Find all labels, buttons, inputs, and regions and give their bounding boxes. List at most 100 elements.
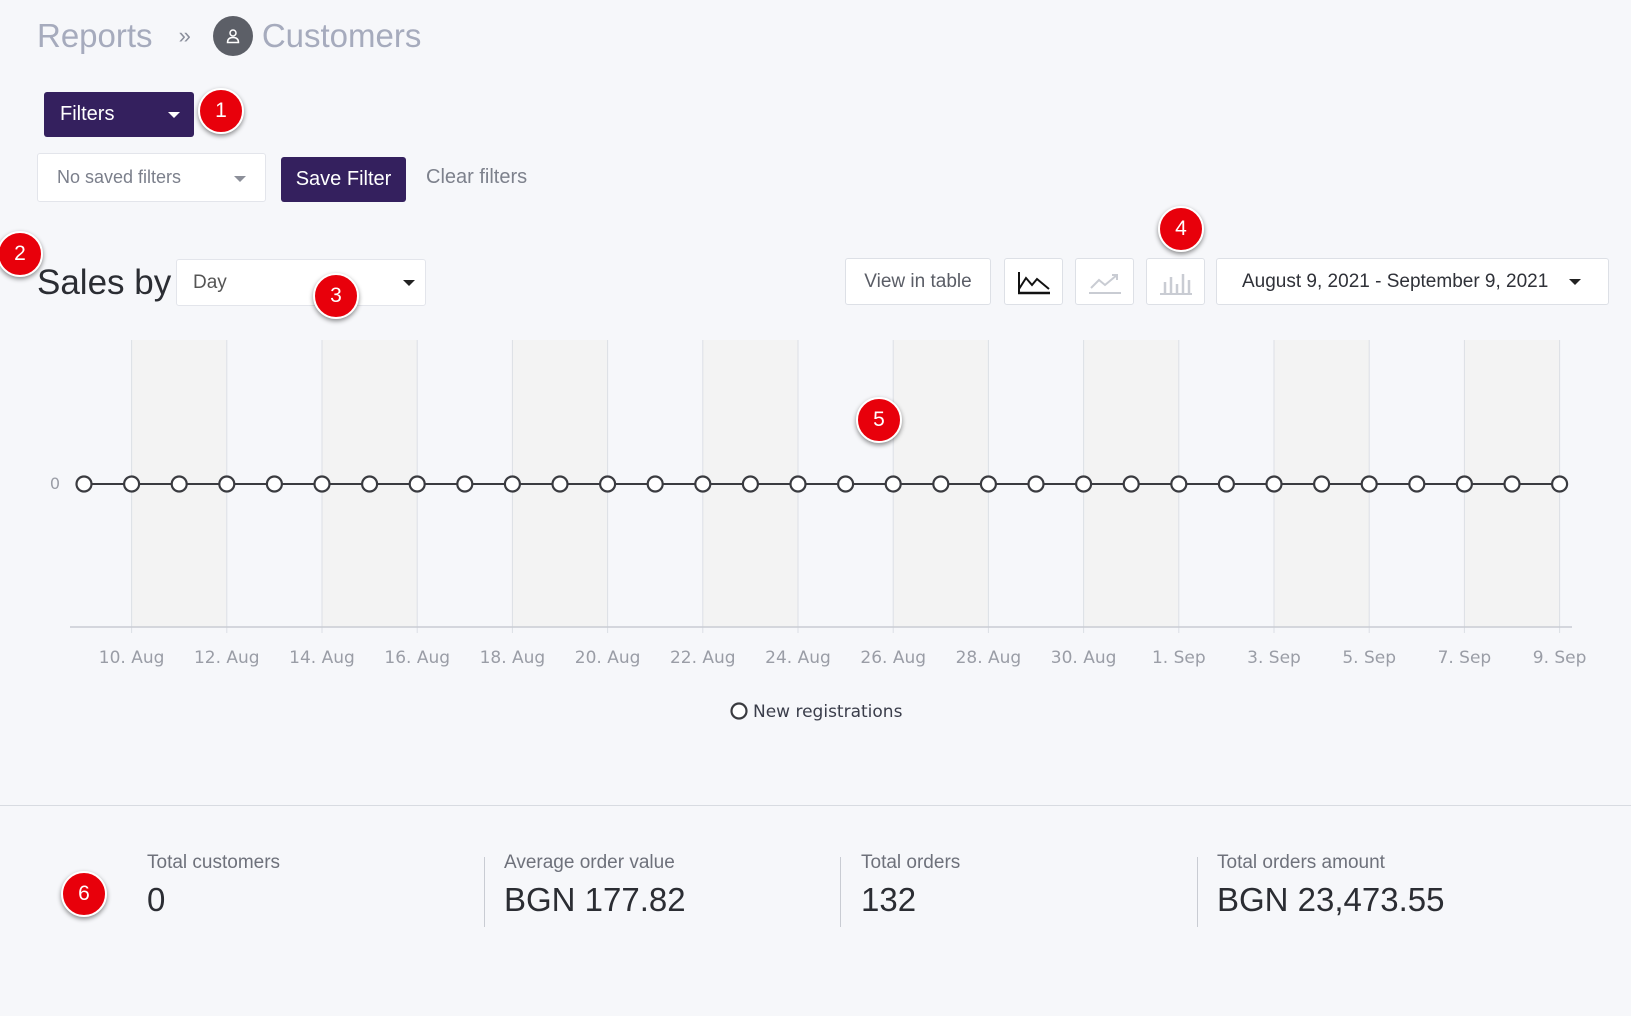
annotation-badge-6: 6	[61, 871, 107, 917]
date-range-picker[interactable]: August 9, 2021 - September 9, 2021	[1216, 258, 1609, 305]
stat-total-customers: Total customers 0	[147, 852, 280, 919]
bar-chart-button[interactable]	[1146, 258, 1205, 305]
breadcrumb-separator: »	[178, 23, 191, 48]
chevron-down-icon	[403, 280, 415, 286]
x-tick-label: 18. Aug	[480, 648, 546, 668]
data-point	[694, 475, 712, 493]
sales-by-title: Sales by	[37, 263, 172, 302]
data-point	[1408, 475, 1426, 493]
stat-total-orders-amount: Total orders amount BGN 23,473.55	[1217, 852, 1445, 919]
annotation-badge-5: 5	[856, 397, 902, 443]
data-point	[741, 475, 760, 493]
line-chart-button[interactable]	[1075, 258, 1134, 305]
legend-marker	[730, 702, 748, 720]
bar-chart-icon	[1159, 273, 1192, 295]
save-filter-button[interactable]: Save Filter	[281, 157, 406, 202]
legend-label: New registrations	[753, 702, 903, 722]
chevron-down-icon	[168, 112, 180, 118]
annotation-badge-2: 2	[0, 231, 43, 277]
stat-value: BGN 177.82	[504, 881, 686, 918]
data-point	[265, 475, 283, 493]
data-point	[1360, 475, 1378, 493]
stat-divider	[840, 857, 841, 927]
data-point	[123, 475, 141, 493]
x-tick-label: 5. Sep	[1342, 648, 1396, 668]
data-point	[170, 475, 188, 493]
date-range-value: August 9, 2021 - September 9, 2021	[1242, 270, 1549, 292]
stat-label: Total customers	[147, 852, 281, 873]
x-tick-label: 26. Aug	[860, 648, 926, 668]
stat-divider	[484, 857, 485, 927]
stat-value: 132	[861, 881, 917, 918]
x-tick-label: 7. Sep	[1438, 648, 1492, 668]
stat-divider	[1197, 857, 1198, 927]
data-point	[1312, 475, 1331, 493]
x-tick-label: 3. Sep	[1247, 648, 1301, 668]
data-point	[1027, 475, 1045, 493]
x-tick-label: 28. Aug	[956, 648, 1022, 668]
area-chart-icon	[1017, 271, 1050, 294]
data-point	[218, 475, 236, 493]
data-point	[313, 475, 331, 493]
chevron-down-icon	[1569, 279, 1581, 285]
sales-chart: 10. Aug 12. Aug 14. Aug 16. Aug 18. Aug 20. A…	[0, 320, 1631, 740]
page-title: Customers	[261, 17, 422, 54]
stat-value: 0	[147, 881, 166, 918]
period-select-value: Day	[193, 271, 227, 293]
breadcrumb: Reports » Customers	[37, 14, 421, 58]
data-point	[361, 475, 379, 493]
saved-filters-placeholder: No saved filters	[57, 167, 182, 187]
filters-dropdown-button[interactable]: Filters	[44, 92, 194, 137]
data-point	[1455, 475, 1474, 493]
clear-filters-link[interactable]: Clear filters	[426, 166, 528, 188]
x-tick-label: 9. Sep	[1533, 648, 1587, 668]
data-point	[646, 475, 664, 493]
stat-label: Average order value	[504, 852, 675, 873]
x-tick-label: 10. Aug	[99, 648, 165, 668]
data-point	[1217, 475, 1236, 493]
user-icon	[212, 16, 253, 56]
chevron-down-icon	[234, 176, 246, 182]
stat-total-orders: Total orders 132	[861, 852, 960, 919]
view-in-table-button[interactable]: View in table	[845, 258, 991, 305]
x-tick-label: 14. Aug	[289, 648, 355, 668]
area-chart-button[interactable]	[1004, 258, 1063, 305]
sales-line-chart: 10. Aug 12. Aug 14. Aug 16. Aug 18. Aug 20. A…	[50, 340, 1587, 722]
data-point	[408, 475, 426, 493]
x-tick-label: 24. Aug	[765, 648, 831, 668]
data-point	[979, 475, 998, 493]
data-point	[932, 475, 950, 493]
stat-value: BGN 23,473.55	[1217, 881, 1445, 918]
data-point	[1170, 475, 1188, 493]
data-point	[1265, 475, 1283, 493]
section-divider	[0, 805, 1631, 806]
stat-label: Total orders amount	[1217, 852, 1385, 873]
x-tick-label: 22. Aug	[670, 648, 736, 668]
data-point	[884, 475, 902, 493]
data-point	[551, 475, 569, 493]
data-point	[598, 475, 617, 493]
data-point	[1550, 475, 1569, 493]
breadcrumb-reports-link[interactable]: Reports	[37, 17, 153, 54]
x-tick-label: 12. Aug	[194, 648, 260, 668]
data-point	[75, 475, 93, 493]
data-point	[1122, 475, 1140, 493]
data-point	[456, 475, 474, 493]
annotation-badge-3: 3	[313, 273, 359, 319]
annotation-badge-1: 1	[198, 88, 244, 134]
annotation-badge-4: 4	[1158, 206, 1204, 252]
data-point	[1074, 475, 1093, 493]
filters-button-label: Filters	[60, 103, 115, 125]
line-chart-icon	[1088, 273, 1121, 294]
period-select[interactable]: Day	[176, 259, 426, 306]
y-tick-label: 0	[50, 474, 60, 493]
data-point	[1503, 475, 1521, 493]
x-tick-label: 20. Aug	[575, 648, 641, 668]
data-point	[836, 475, 855, 493]
x-tick-label: 1. Sep	[1152, 648, 1206, 668]
data-point	[789, 475, 807, 493]
stat-average-order-value: Average order value BGN 177.82	[504, 852, 686, 919]
saved-filters-select[interactable]: No saved filters	[37, 153, 266, 202]
x-tick-label: 16. Aug	[384, 648, 450, 668]
stat-label: Total orders	[861, 852, 961, 873]
